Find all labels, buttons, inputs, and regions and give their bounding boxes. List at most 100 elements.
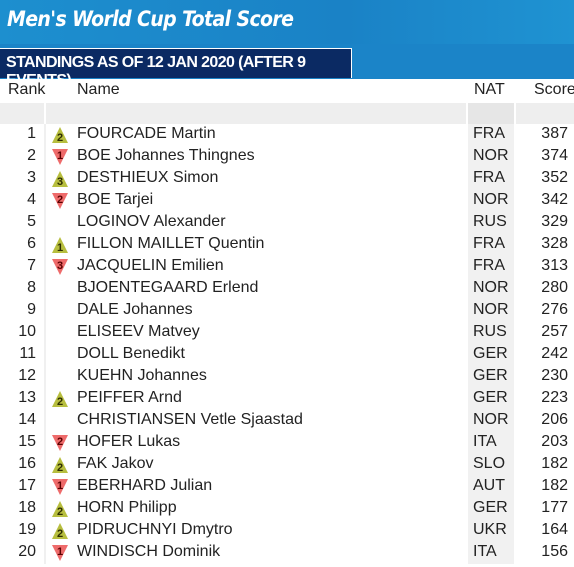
score-value: 182 [541, 477, 568, 494]
nat-cell-background [468, 410, 514, 432]
nat-cell-background [468, 278, 514, 300]
rank-cell: 3 [27, 169, 36, 186]
nat-cell-background [468, 146, 514, 168]
column-header-row: Rank Name NAT Score [0, 79, 574, 103]
nat-cell-background [468, 124, 514, 146]
table-row: 20 1 WINDISCH Dominik ITA 156 [0, 542, 574, 564]
score-value: 387 [541, 125, 568, 142]
spacer-rank-cell [0, 103, 44, 124]
title-banner: Men's World Cup Total Score [0, 0, 574, 44]
table-row: 17 1 EBERHARD Julian AUT 182 [0, 476, 574, 498]
athlete-name: DOLL Benedikt [77, 345, 185, 362]
nat-cell-background [468, 256, 514, 278]
standings-subtitle: STANDINGS AS OF 12 JAN 2020 (AFTER 9 EVE… [6, 54, 306, 89]
score-value: 177 [541, 499, 568, 516]
rank-change-value: 2 [57, 396, 63, 408]
rank-change-value: 1 [57, 546, 63, 558]
column-divider [44, 410, 46, 432]
nation-code: FRA [473, 257, 505, 274]
nation-code: RUS [473, 323, 507, 340]
column-divider [44, 520, 46, 542]
nat-cell-background [468, 454, 514, 476]
table-row: 16 2 FAK Jakov SLO 182 [0, 454, 574, 476]
table-row: 19 2 PIDRUCHNYI Dmytro UKR 164 [0, 520, 574, 542]
rank-cell: 1 [27, 125, 36, 142]
score-value: 182 [541, 455, 568, 472]
nation-code: NOR [473, 411, 509, 428]
athlete-name: PEIFFER Arnd [77, 389, 182, 406]
column-divider [44, 190, 46, 212]
score-value: 329 [541, 213, 568, 230]
table-row: 2 1 BOE Johannes Thingnes NOR 374 [0, 146, 574, 168]
rank-cell: 8 [27, 279, 36, 296]
nation-code: AUT [473, 477, 505, 494]
rank-cell: 12 [18, 367, 36, 384]
column-divider [44, 124, 46, 146]
column-divider [44, 168, 46, 190]
table-row: 10 ELISEEV Matvey RUS 257 [0, 322, 574, 344]
subtitle-pill: STANDINGS AS OF 12 JAN 2020 (AFTER 9 EVE… [0, 48, 352, 89]
nation-code: ITA [473, 433, 497, 450]
nation-code: FRA [473, 235, 505, 252]
rank-change-value: 3 [57, 176, 63, 188]
table-row: 3 3 DESTHIEUX Simon FRA 352 [0, 168, 574, 190]
column-divider [44, 476, 46, 498]
score-value: 328 [541, 235, 568, 252]
column-header-name: Name [77, 81, 120, 98]
nation-code: SLO [473, 455, 506, 472]
nation-code: NOR [473, 147, 509, 164]
column-divider [44, 234, 46, 256]
nation-code: NOR [473, 301, 509, 318]
nation-code: GER [473, 367, 508, 384]
rank-change-value: 1 [57, 480, 63, 492]
athlete-name: CHRISTIANSEN Vetle Sjaastad [77, 411, 303, 428]
nation-code: GER [473, 345, 508, 362]
rank-change-value: 2 [57, 462, 63, 474]
nat-cell-background [468, 344, 514, 366]
rank-down-triangle-icon: 3 [51, 258, 69, 276]
column-header-score: Score [534, 81, 574, 98]
athlete-name: WINDISCH Dominik [77, 543, 221, 560]
rank-up-triangle-icon: 2 [51, 126, 69, 144]
column-header-rank: Rank [8, 81, 46, 98]
nation-code: GER [473, 389, 508, 406]
athlete-name: LOGINOV Alexander [77, 213, 226, 230]
column-divider [44, 344, 46, 366]
score-value: 164 [541, 521, 568, 538]
rank-change-value: 3 [57, 260, 63, 272]
nat-cell-background [468, 388, 514, 410]
nat-cell-background [468, 542, 514, 564]
nation-code: UKR [473, 521, 507, 538]
rank-cell: 14 [18, 411, 36, 428]
athlete-name: HOFER Lukas [77, 433, 181, 450]
rank-cell: 7 [27, 257, 36, 274]
nat-cell-background [468, 190, 514, 212]
column-divider [44, 498, 46, 520]
column-divider [44, 388, 46, 410]
score-value: 156 [541, 543, 568, 560]
rank-up-triangle-icon: 1 [51, 236, 69, 254]
table-row: 5 LOGINOV Alexander RUS 329 [0, 212, 574, 234]
nation-code: NOR [473, 279, 509, 296]
score-value: 206 [541, 411, 568, 428]
athlete-name: HORN Philipp [77, 499, 177, 516]
nat-cell-background [468, 476, 514, 498]
nat-cell-background [468, 212, 514, 234]
nation-code: RUS [473, 213, 507, 230]
rank-cell: 10 [18, 323, 36, 340]
rank-cell: 6 [27, 235, 36, 252]
athlete-name: BOE Johannes Thingnes [77, 147, 255, 164]
table-row: 1 2 FOURCADE Martin FRA 387 [0, 124, 574, 146]
column-divider [44, 278, 46, 300]
table-row: 6 1 FILLON MAILLET Quentin FRA 328 [0, 234, 574, 256]
nation-code: NOR [473, 191, 509, 208]
rank-cell: 20 [18, 543, 36, 560]
rank-down-triangle-icon: 2 [51, 192, 69, 210]
athlete-name: DALE Johannes [77, 301, 193, 318]
athlete-name: PIDRUCHNYI Dmytro [77, 521, 233, 538]
spacer-nat-cell [468, 103, 514, 124]
rank-change-value: 1 [57, 242, 63, 254]
rank-cell: 5 [27, 213, 36, 230]
rank-cell: 19 [18, 521, 36, 538]
table-row: 18 2 HORN Philipp GER 177 [0, 498, 574, 520]
